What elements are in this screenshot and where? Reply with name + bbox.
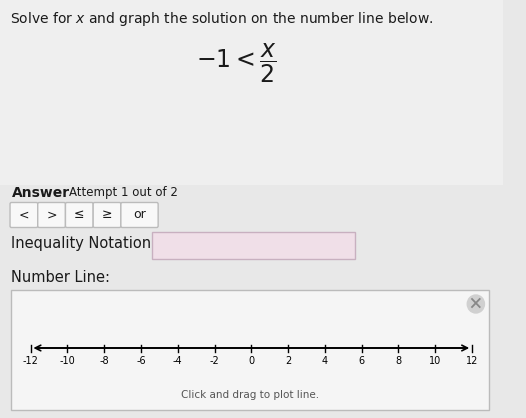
Text: 10: 10: [429, 357, 441, 367]
Text: <: <: [18, 209, 29, 222]
Text: -8: -8: [99, 357, 109, 367]
Text: -12: -12: [23, 357, 38, 367]
Text: Attempt 1 out of 2: Attempt 1 out of 2: [69, 186, 178, 199]
Text: or: or: [133, 209, 146, 222]
FancyBboxPatch shape: [38, 202, 65, 227]
Text: -6: -6: [136, 357, 146, 367]
Text: Click and drag to plot line.: Click and drag to plot line.: [181, 390, 319, 400]
Text: Inequality Notation:: Inequality Notation:: [12, 236, 157, 251]
Text: $-1 < \dfrac{x}{2}$: $-1 < \dfrac{x}{2}$: [197, 41, 278, 85]
FancyBboxPatch shape: [0, 0, 503, 185]
Text: -2: -2: [210, 357, 219, 367]
Text: ≤: ≤: [74, 209, 85, 222]
Text: -4: -4: [173, 357, 183, 367]
Text: 2: 2: [285, 357, 291, 367]
FancyBboxPatch shape: [10, 202, 38, 227]
Text: 4: 4: [322, 357, 328, 367]
FancyBboxPatch shape: [93, 202, 121, 227]
Text: Solve for $x$ and graph the solution on the number line below.: Solve for $x$ and graph the solution on …: [9, 10, 433, 28]
FancyBboxPatch shape: [121, 202, 158, 227]
Text: 12: 12: [466, 357, 478, 367]
Circle shape: [467, 295, 484, 313]
Text: 8: 8: [396, 357, 401, 367]
Text: -10: -10: [59, 357, 75, 367]
Text: ≥: ≥: [102, 209, 112, 222]
Text: 6: 6: [359, 357, 365, 367]
Text: Number Line:: Number Line:: [12, 270, 110, 285]
Text: Answer: Answer: [12, 186, 69, 200]
FancyBboxPatch shape: [152, 232, 355, 259]
FancyBboxPatch shape: [12, 290, 489, 410]
FancyBboxPatch shape: [65, 202, 93, 227]
Text: >: >: [46, 209, 57, 222]
Text: 0: 0: [248, 357, 255, 367]
